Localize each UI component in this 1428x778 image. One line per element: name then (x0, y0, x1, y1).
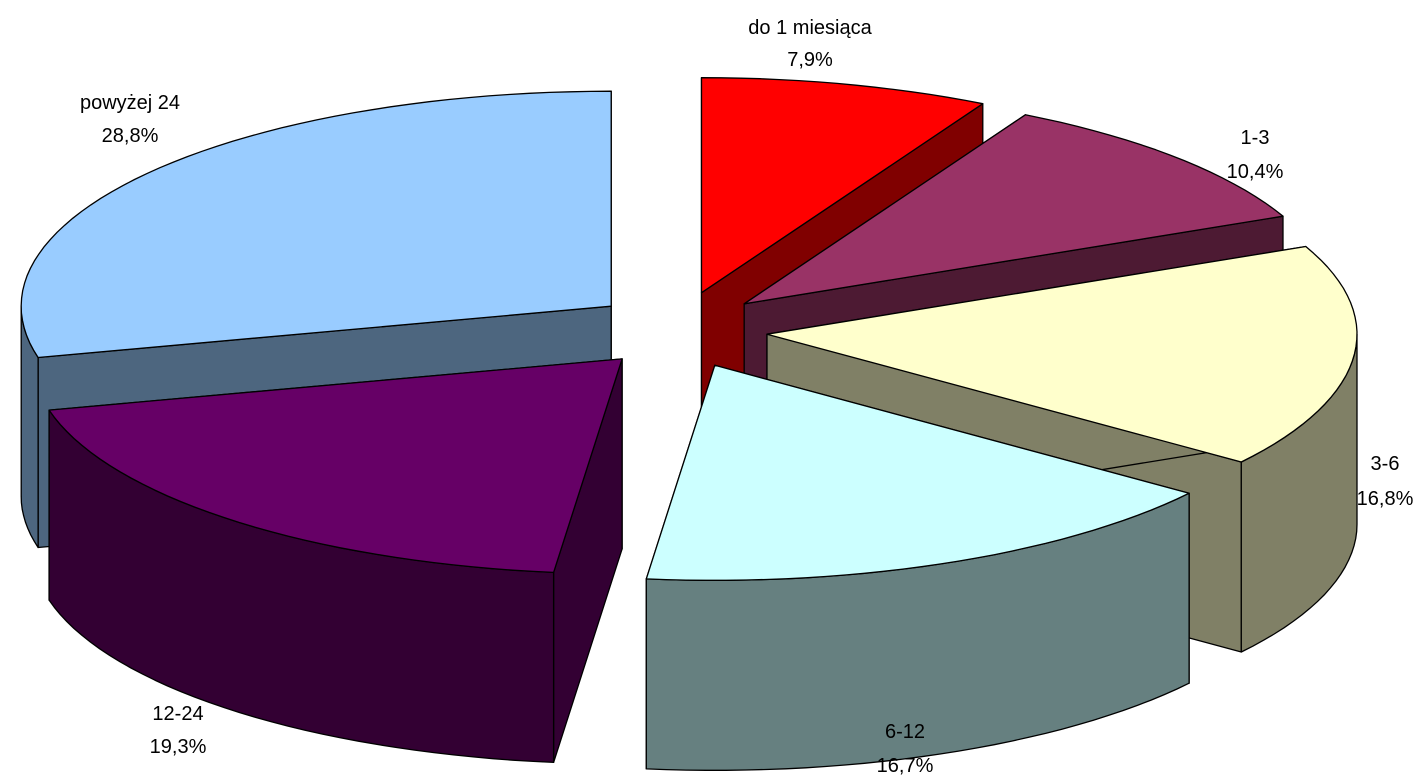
slice-label-value: 16,7% (877, 755, 934, 777)
slice-top-face (645, 364, 1190, 581)
slice-label-name: 1-3 (1241, 127, 1270, 149)
label-slice-2: 3-6 16,8% (1357, 453, 1414, 510)
slice-top-face (743, 114, 1284, 305)
slice-label-name: 12-24 (152, 703, 203, 725)
slice-label-name: 3-6 (1371, 453, 1400, 475)
slice-label-value: 28,8% (102, 125, 159, 147)
slice-top-face (700, 77, 984, 294)
slice-label-value: 19,3% (150, 736, 207, 758)
pie-slices (20, 77, 1358, 771)
slice-4 (48, 358, 623, 764)
slice-top-face (20, 90, 612, 359)
slice-label-name: do 1 miesiąca (748, 17, 872, 39)
label-slice-3: 6-12 16,7% (877, 721, 934, 777)
label-slice-5: powyżej 24 28,8% (80, 92, 180, 147)
slice-label-value: 16,8% (1357, 488, 1414, 510)
label-slice-1: 1-3 10,4% (1227, 127, 1284, 183)
label-slice-4: 12-24 19,3% (150, 703, 207, 758)
slice-label-value: 7,9% (787, 49, 833, 71)
slice-label-name: 6-12 (885, 721, 925, 743)
slice-3 (645, 364, 1190, 771)
slice-top-face (766, 245, 1358, 463)
slice-top-face (48, 358, 623, 574)
label-slice-0: do 1 miesiąca 7,9% (748, 17, 872, 71)
slice-label-value: 10,4% (1227, 161, 1284, 183)
slice-label-name: powyżej 24 (80, 92, 180, 114)
